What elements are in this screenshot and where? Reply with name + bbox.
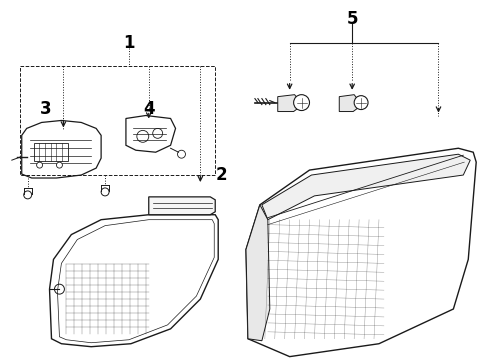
Polygon shape bbox=[278, 95, 297, 112]
Circle shape bbox=[294, 95, 310, 111]
Circle shape bbox=[354, 96, 368, 109]
Text: 4: 4 bbox=[143, 100, 154, 118]
Text: 3: 3 bbox=[40, 100, 51, 118]
Polygon shape bbox=[149, 197, 215, 215]
Text: 2: 2 bbox=[215, 166, 227, 184]
Polygon shape bbox=[262, 154, 470, 220]
Text: 5: 5 bbox=[346, 10, 358, 28]
Circle shape bbox=[56, 162, 62, 168]
Bar bbox=[34, 143, 69, 161]
Text: 1: 1 bbox=[123, 34, 135, 52]
Polygon shape bbox=[339, 95, 357, 112]
Polygon shape bbox=[49, 215, 218, 347]
Polygon shape bbox=[246, 148, 476, 357]
Circle shape bbox=[37, 162, 43, 168]
Polygon shape bbox=[246, 205, 270, 341]
